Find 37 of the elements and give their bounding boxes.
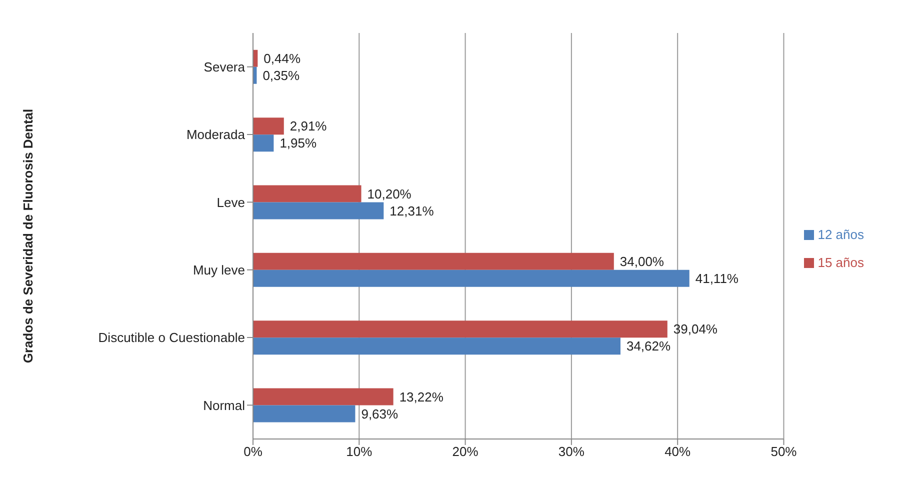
- data-label: 2,91%: [290, 118, 328, 134]
- bar: [253, 338, 620, 355]
- bar: [253, 388, 394, 406]
- bar: [253, 134, 274, 152]
- data-label: 10,20%: [367, 186, 412, 202]
- bar: [253, 270, 690, 287]
- data-label: 39,04%: [673, 322, 718, 337]
- y-tick-label: Severa: [204, 59, 246, 74]
- bar: [253, 252, 614, 270]
- bar: [253, 185, 362, 202]
- data-label: 0,35%: [262, 68, 300, 83]
- legend-label: 12 años: [818, 226, 864, 242]
- y-tick-label: Muy leve: [192, 262, 245, 278]
- data-label: 1,95%: [280, 136, 317, 151]
- y-tick-label: Leve: [216, 194, 245, 210]
- x-tick-label: 40%: [664, 444, 692, 460]
- data-label: 13,22%: [399, 389, 444, 404]
- bar: [253, 118, 284, 135]
- y-tick-label: Moderada: [186, 127, 246, 142]
- y-tick-label: Discutible o Cuestionable: [98, 330, 245, 346]
- x-tick-label: 10%: [346, 444, 373, 460]
- x-tick-label: 30%: [558, 444, 585, 460]
- bar: [253, 202, 384, 220]
- data-label: 34,62%: [626, 338, 672, 354]
- bar: [253, 320, 668, 338]
- data-label: 0,44%: [264, 50, 301, 66]
- data-label: 41,11%: [695, 270, 739, 286]
- bar: [253, 405, 356, 422]
- x-tick-label: 50%: [770, 444, 798, 460]
- legend-label: 15 años: [818, 254, 864, 270]
- x-tick-label: 0%: [244, 444, 263, 460]
- data-label: 9,63%: [361, 406, 399, 422]
- x-tick-label: 20%: [452, 444, 479, 460]
- y-tick-label: Normal: [203, 398, 246, 413]
- data-label: 34,00%: [620, 254, 664, 269]
- y-axis-title: Grados de Severidad de Fluorosis Dental: [20, 108, 36, 364]
- data-label: 12,31%: [390, 203, 434, 218]
